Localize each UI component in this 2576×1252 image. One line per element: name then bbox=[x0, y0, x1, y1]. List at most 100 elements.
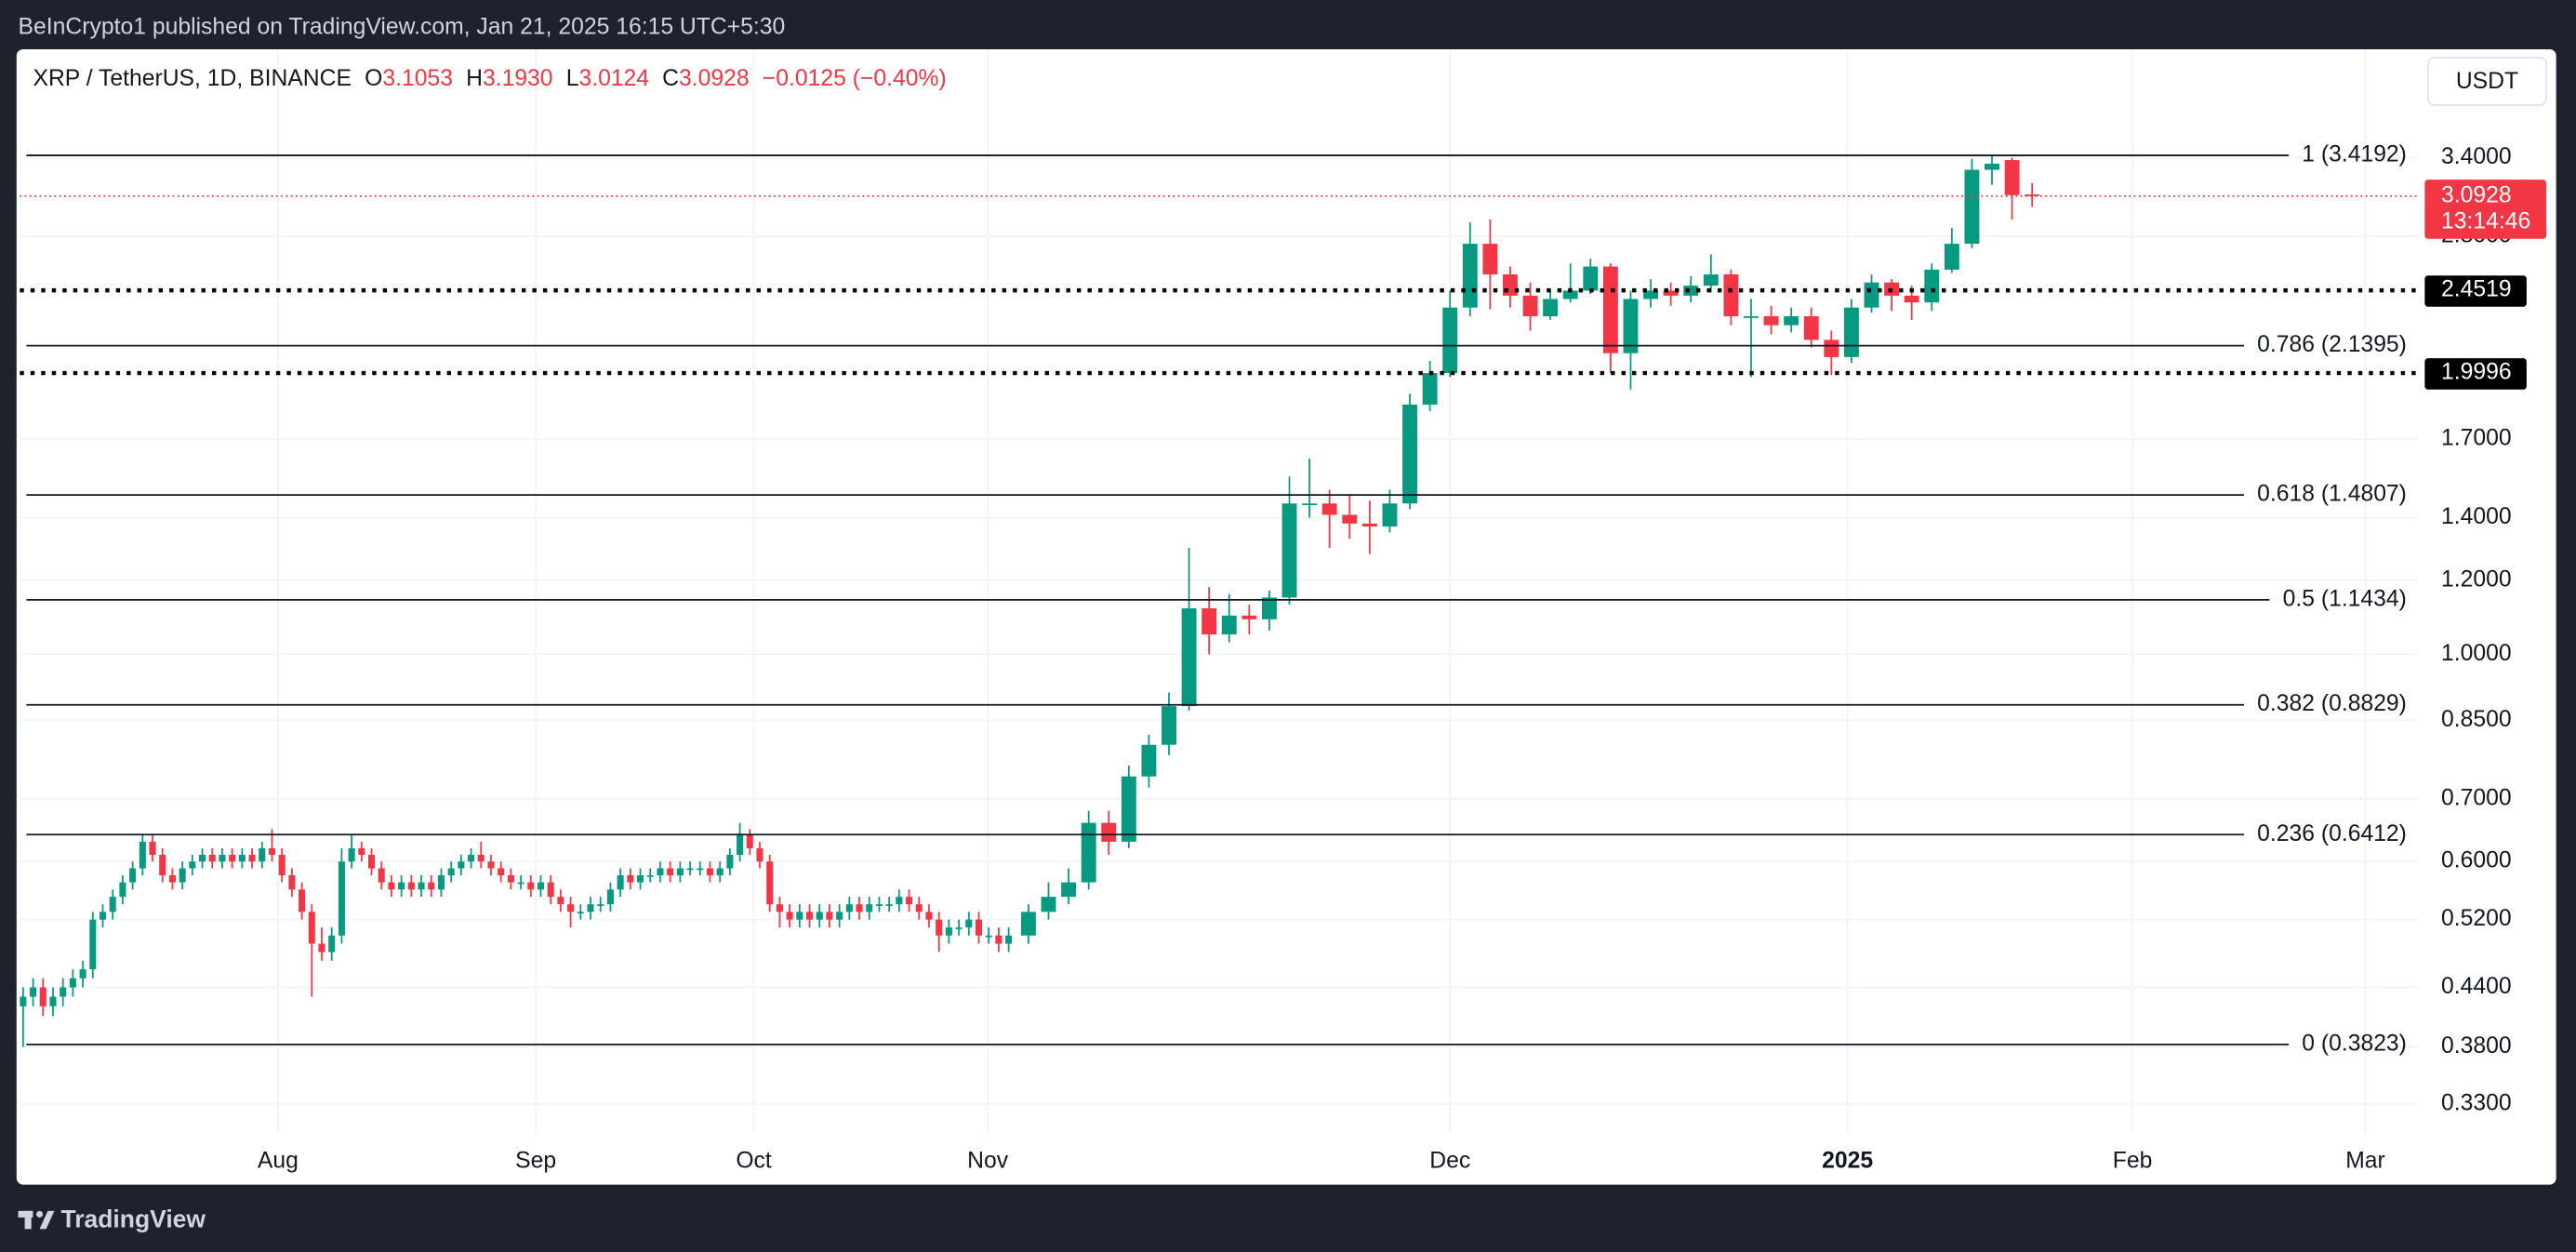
candle-body bbox=[1824, 340, 1839, 357]
last-price-label: 3.0928 bbox=[2441, 182, 2512, 207]
level-tag bbox=[2424, 358, 2527, 390]
candle-body bbox=[597, 904, 604, 906]
candle-body bbox=[606, 889, 614, 905]
candle-body bbox=[985, 935, 992, 938]
candle-body bbox=[149, 841, 156, 856]
candle-body bbox=[199, 855, 206, 862]
publisher-line: BeInCrypto1 published on TradingView.com… bbox=[19, 15, 786, 40]
candle-body bbox=[1302, 503, 1318, 506]
candle-body bbox=[1583, 266, 1599, 291]
candle-body bbox=[119, 882, 126, 898]
candle-body bbox=[428, 882, 435, 890]
candle-body bbox=[20, 996, 27, 1006]
candle-body bbox=[398, 882, 405, 890]
candle-body bbox=[1602, 266, 1618, 353]
candle-body bbox=[328, 935, 336, 952]
candle-body bbox=[69, 978, 76, 988]
candle-body bbox=[378, 868, 385, 883]
candle-body bbox=[776, 904, 783, 912]
candle-body bbox=[1442, 307, 1458, 373]
candle-body bbox=[737, 835, 744, 856]
candle-body bbox=[1723, 274, 1739, 317]
candle-body bbox=[288, 875, 296, 890]
candle-body bbox=[906, 897, 913, 905]
y-tick-label: 0.7000 bbox=[2441, 786, 2512, 811]
candle-body bbox=[975, 919, 983, 936]
candle-body bbox=[1944, 244, 1959, 270]
candle-body bbox=[1623, 299, 1639, 353]
x-tick-label: Feb bbox=[2113, 1148, 2153, 1173]
candle-body bbox=[1744, 316, 1759, 318]
candle-body bbox=[1221, 615, 1237, 635]
candle-body bbox=[816, 912, 823, 920]
candle-body bbox=[537, 882, 545, 890]
candle-body bbox=[1242, 615, 1257, 619]
legend: XRP / TetherUS, 1D, BINANCE O3.1053 H3.193… bbox=[33, 65, 946, 90]
candle-body bbox=[498, 868, 505, 876]
candle-body bbox=[109, 897, 116, 912]
candle-body bbox=[1703, 274, 1719, 286]
y-tick-label: 3.4000 bbox=[2441, 144, 2512, 169]
candle-body bbox=[1321, 503, 1337, 515]
candle-body bbox=[845, 904, 853, 912]
candle-body bbox=[219, 855, 226, 862]
candle-body bbox=[229, 855, 236, 862]
candle-body bbox=[667, 868, 674, 876]
candle-body bbox=[1462, 244, 1478, 308]
ohlc-value: 3.0928 bbox=[679, 65, 750, 90]
y-tick-label: 0.4400 bbox=[2441, 974, 2512, 999]
level-label: 1.9996 bbox=[2441, 360, 2512, 385]
logo-shape bbox=[36, 1210, 44, 1218]
candle-body bbox=[159, 855, 166, 876]
candle-body bbox=[1543, 299, 1559, 317]
candle-body bbox=[1382, 503, 1398, 527]
candle-body bbox=[686, 868, 694, 871]
candle-body bbox=[805, 912, 814, 920]
candle-body bbox=[358, 847, 365, 856]
fib-label: 0.618 (1.4807) bbox=[2257, 482, 2407, 507]
y-tick-label: 0.3300 bbox=[2441, 1091, 2512, 1116]
candle-body bbox=[1261, 597, 1277, 619]
change: −0.0125 (−0.40%) bbox=[763, 65, 947, 90]
candle-body bbox=[697, 868, 704, 871]
x-tick-label: Mar bbox=[2345, 1148, 2385, 1173]
candle-body bbox=[89, 919, 97, 970]
candle-body bbox=[1663, 290, 1679, 296]
candle-body bbox=[268, 847, 276, 856]
x-tick-label: Dec bbox=[1429, 1148, 1470, 1173]
candle-body bbox=[1562, 290, 1578, 300]
candle-body bbox=[766, 861, 774, 905]
candle-body bbox=[637, 875, 644, 883]
y-tick-label: 0.8500 bbox=[2441, 707, 2512, 732]
symbol: XRP / TetherUS, 1D, BINANCE bbox=[33, 65, 352, 90]
x-tick-label: Aug bbox=[258, 1148, 299, 1173]
candle-body bbox=[308, 912, 315, 944]
candle-body bbox=[896, 897, 903, 905]
ohlc-key: L bbox=[566, 65, 579, 90]
candle-body bbox=[1784, 316, 1799, 326]
candle-body bbox=[1643, 290, 1659, 300]
candle-body bbox=[836, 912, 843, 920]
y-tick-label: 0.6000 bbox=[2441, 848, 2512, 873]
candle-body bbox=[875, 904, 883, 906]
candle-body bbox=[407, 882, 415, 890]
candle-body bbox=[168, 875, 176, 883]
candle-body bbox=[1803, 316, 1819, 340]
candle-body bbox=[2004, 160, 2020, 195]
candle-body bbox=[1503, 274, 1518, 296]
candle-body bbox=[1964, 169, 1980, 245]
candle-body bbox=[577, 912, 584, 914]
candle-body bbox=[706, 868, 714, 876]
x-tick-label: Nov bbox=[967, 1148, 1009, 1173]
currency-button[interactable] bbox=[2427, 56, 2547, 106]
fib-label: 0.382 (0.8829) bbox=[2257, 691, 2407, 716]
candle-body bbox=[278, 855, 285, 876]
candle-body bbox=[726, 855, 734, 869]
y-tick-label: 1.2000 bbox=[2441, 566, 2512, 592]
candle-body bbox=[1141, 744, 1157, 777]
y-tick-label: 0.3800 bbox=[2441, 1033, 2512, 1059]
overlays: 3.40002.80001.70001.40001.20001.00000.85… bbox=[20, 142, 2547, 1173]
y-tick-label: 1.7000 bbox=[2441, 425, 2512, 450]
fib-label: 0.786 (2.1395) bbox=[2257, 332, 2407, 357]
y-tick-label: 1.0000 bbox=[2441, 641, 2512, 666]
